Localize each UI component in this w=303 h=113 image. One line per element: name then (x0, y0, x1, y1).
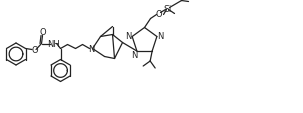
Text: O: O (31, 46, 38, 54)
Text: N: N (125, 31, 132, 40)
Text: O: O (155, 10, 162, 19)
Text: N: N (88, 45, 94, 54)
Text: Si: Si (163, 5, 172, 14)
Text: O: O (39, 28, 46, 37)
Text: N: N (131, 50, 138, 59)
Text: NH: NH (47, 39, 60, 48)
Text: N: N (158, 31, 164, 40)
